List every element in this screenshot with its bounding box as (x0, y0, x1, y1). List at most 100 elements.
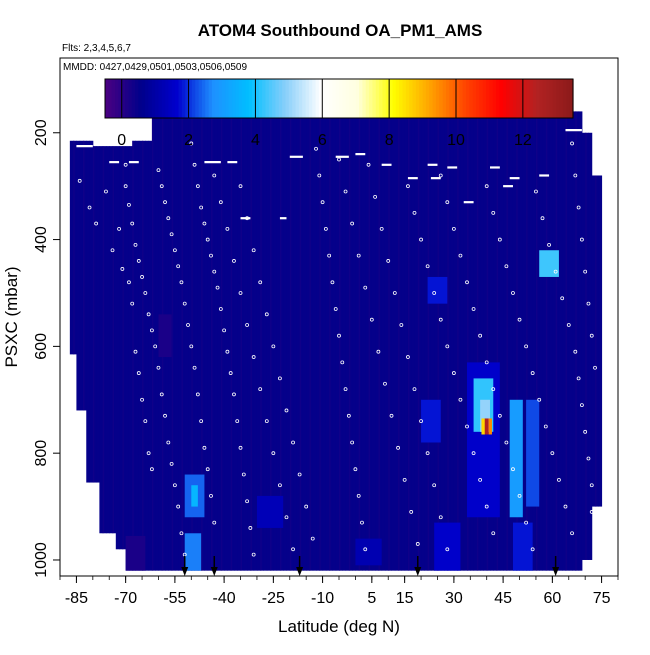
heatmap-column (335, 111, 340, 571)
sample-point (225, 226, 230, 231)
heatmap-column (233, 111, 238, 571)
colorbar-swatch (419, 79, 424, 118)
heatmap-column (578, 111, 583, 571)
colorbar-tick-label: 12 (514, 132, 532, 149)
heatmap-stripe (299, 111, 302, 571)
y-tick-label: 400 (33, 226, 50, 253)
sample-point (186, 323, 190, 327)
colorbar-swatch (292, 79, 297, 118)
sample-point (136, 259, 141, 263)
sample-point (271, 451, 276, 456)
sample-point (579, 403, 584, 408)
sample-point (245, 216, 249, 221)
sample-point (258, 280, 263, 285)
colorbar-swatch (532, 79, 537, 118)
heatmap-column (460, 111, 465, 571)
heatmap-column (384, 111, 389, 571)
sample-point (264, 312, 269, 317)
colorbar-swatch (298, 79, 303, 118)
y-tick-label: 600 (33, 333, 50, 360)
colorbar-swatch (402, 79, 407, 118)
latitude-arrow-head (552, 567, 560, 576)
sample-point (484, 360, 489, 365)
heatmap-column (86, 140, 91, 483)
heatmap-column (227, 111, 232, 571)
sample-point (451, 371, 456, 375)
heatmap-column (109, 146, 114, 534)
sample-point (77, 178, 82, 183)
x-tick-label: -55 (163, 590, 186, 607)
colorbar-swatch (339, 79, 343, 118)
colorbar-swatch (235, 79, 240, 118)
sample-point (491, 531, 496, 536)
heatmap-column (138, 140, 143, 571)
colorbar-swatch (181, 79, 186, 118)
sample-point (451, 226, 456, 231)
heatmap-column (329, 111, 333, 571)
colorbar-swatch (322, 79, 327, 118)
colorbar-swatch (556, 79, 561, 118)
heatmap-column (568, 111, 573, 571)
heatmap-feature (512, 522, 533, 571)
heatmap-stripe (407, 111, 410, 571)
sample-point (484, 184, 489, 189)
heatmap-column (214, 111, 219, 571)
heatmap-feature (125, 535, 146, 571)
heatmap-column (394, 111, 399, 571)
x-tick-label: 15 (396, 590, 414, 607)
sample-point (360, 520, 364, 525)
colorbar-swatch (542, 79, 547, 118)
heatmap-stripe (142, 140, 144, 571)
sample-point (412, 387, 417, 391)
colorbar-swatch (255, 79, 260, 118)
sample-point (327, 253, 332, 258)
heatmap-column (197, 111, 202, 571)
heatmap-stripe (437, 111, 439, 571)
heatmap-column (220, 111, 225, 571)
heatmap-column (532, 111, 537, 571)
sample-point (389, 413, 394, 418)
heatmap-column (522, 111, 527, 571)
x-tick-label: 30 (445, 590, 463, 607)
colorbar-swatch (512, 79, 517, 118)
colorbar-swatch (238, 79, 243, 118)
colorbar-swatch (569, 79, 574, 118)
colorbar-swatch (422, 79, 427, 118)
colorbar-swatch (389, 79, 394, 118)
sample-point (232, 259, 236, 263)
sample-point (278, 376, 282, 381)
x-tick-label: 75 (593, 590, 611, 607)
heatmap-stripe (555, 111, 558, 571)
colorbar-swatch (435, 79, 440, 118)
colorbar-swatch (265, 79, 270, 118)
colorbar-swatch (141, 79, 146, 118)
heatmap-feature (434, 522, 461, 571)
colorbar-swatch (372, 79, 377, 118)
heatmap-column (181, 111, 186, 571)
heatmap-column (250, 111, 255, 571)
sample-point (406, 184, 410, 189)
sample-point (366, 162, 371, 167)
heatmap-stripe (378, 111, 380, 571)
sample-point (504, 264, 509, 269)
colorbar-swatch (499, 79, 504, 118)
heatmap-column (512, 111, 517, 571)
heatmap-column (82, 140, 87, 411)
heatmap-column (243, 111, 248, 571)
sample-point (573, 173, 578, 178)
sample-point (212, 520, 217, 525)
sample-point (304, 504, 309, 509)
heatmap-column (539, 111, 544, 571)
sample-point (310, 536, 315, 541)
sample-point (199, 205, 204, 210)
sample-point (153, 344, 158, 349)
heatmap-column (588, 132, 593, 560)
heatmap-stripe (506, 111, 508, 571)
heatmap-column (391, 111, 396, 571)
colorbar-swatch (489, 79, 494, 118)
sample-point (438, 317, 443, 322)
heatmap-stripe (398, 111, 400, 571)
heatmap-column (122, 146, 127, 550)
sample-point (570, 141, 574, 146)
